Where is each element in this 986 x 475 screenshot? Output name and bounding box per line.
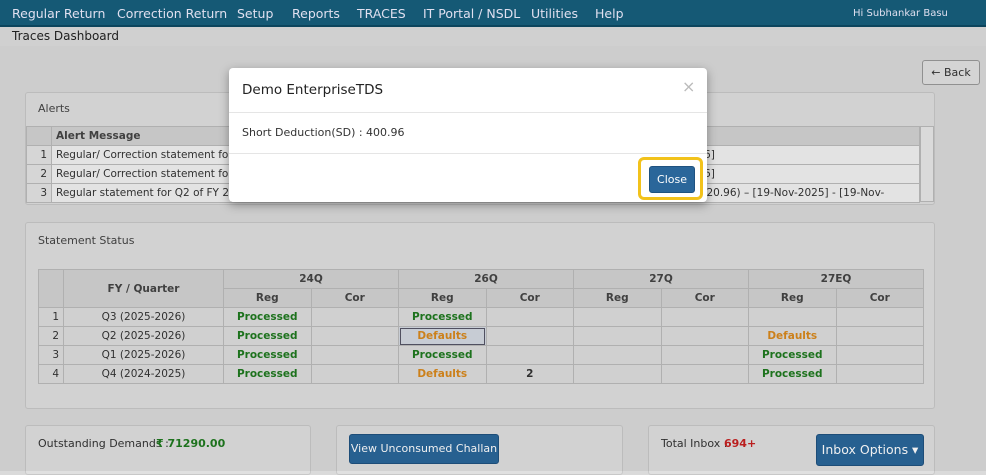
menu-item[interactable]: Utilities: [531, 6, 579, 21]
panel-title: Alerts: [38, 102, 70, 115]
status-cell[interactable]: Defaults: [398, 364, 487, 384]
menu-item[interactable]: Reports: [292, 6, 340, 21]
status-cell: [835, 345, 924, 365]
status-cell: [310, 307, 399, 327]
breadcrumb: Traces Dashboard: [0, 27, 986, 46]
status-cell: [310, 326, 399, 346]
alert-text: is (420.96) – [19-Nov-2025] - [19-Nov-: [678, 183, 921, 203]
fy-quarter: Q1 (2025-2026): [63, 345, 224, 365]
sub-header: Cor: [310, 288, 399, 308]
header-row: FY / Quarter 24Q 26Q 27Q 27EQ: [38, 269, 924, 308]
sub-header: Cor: [485, 288, 574, 308]
group-header: 27EQ: [748, 269, 924, 289]
inbox-count: 694+: [724, 437, 757, 450]
alert-text: Regular/ Correction statement for Q: [51, 164, 232, 184]
fy-quarter: Q3 (2025-2026): [63, 307, 224, 327]
sub-header: Reg: [748, 288, 837, 308]
header-cell: [26, 126, 52, 146]
inbox-options-button[interactable]: Inbox Options ▾: [816, 434, 924, 466]
group-header: 27Q: [573, 269, 749, 289]
status-cell[interactable]: Processed: [223, 307, 312, 327]
group-header: 26Q: [398, 269, 574, 289]
status-cell[interactable]: Processed: [223, 345, 312, 365]
status-cell: [835, 326, 924, 346]
status-cell[interactable]: Processed: [398, 345, 487, 365]
top-nav: Hi Subhankar Basu Regular Return Correcti…: [0, 0, 986, 27]
status-cell[interactable]: Defaults: [748, 326, 837, 346]
status-cell: [573, 307, 662, 327]
outstanding-box: Outstanding Demands : ₹ 71290.00: [25, 425, 311, 475]
status-cell: [573, 364, 662, 384]
row-index: 4: [38, 364, 64, 384]
status-row: 2 Q2 (2025-2026) Processed Defaults Defaults: [38, 326, 924, 346]
status-cell: [660, 307, 749, 327]
modal: Demo EnterpriseTDS × Short Deduction(SD)…: [229, 68, 707, 202]
menu-item[interactable]: Setup: [237, 6, 274, 21]
status-cell: [485, 307, 574, 327]
modal-body: Short Deduction(SD) : 400.96: [242, 126, 405, 139]
status-cell[interactable]: Processed: [398, 307, 487, 327]
status-cell: [310, 364, 399, 384]
sub-header: Cor: [835, 288, 924, 308]
status-cell[interactable]: Processed: [223, 364, 312, 384]
label: Outstanding Demands :: [38, 437, 169, 450]
challan-box: View Unconsumed Challan: [336, 425, 623, 475]
status-row: 1 Q3 (2025-2026) Processed Processed: [38, 307, 924, 327]
status-cell[interactable]: Processed: [748, 364, 837, 384]
menu-item[interactable]: Help: [595, 6, 624, 21]
status-cell: [660, 345, 749, 365]
status-cell: [835, 364, 924, 384]
header-row: Reg Cor Reg Cor Reg Cor Reg Cor: [39, 288, 924, 308]
statement-table: FY / Quarter 24Q 26Q 27Q 27EQ Reg Cor Reg Cor Reg…: [38, 269, 924, 384]
user-greeting: Hi Subhankar Basu: [853, 8, 948, 19]
status-cell: [660, 364, 749, 384]
alert-text: Regular statement for Q2 of FY 2025: [51, 183, 232, 203]
challan-button[interactable]: View Unconsumed Challan: [349, 434, 499, 464]
status-cell: [485, 326, 574, 346]
fy-quarter: Q4 (2024-2025): [63, 364, 224, 384]
fy-quarter: Q2 (2025-2026): [63, 326, 224, 346]
scrollbar[interactable]: [920, 126, 934, 202]
status-cell: [835, 307, 924, 327]
modal-close-icon[interactable]: ×: [682, 77, 696, 96]
menu-item[interactable]: Regular Return: [12, 6, 106, 21]
status-cell: [748, 307, 837, 327]
sub-header: Reg: [223, 288, 312, 308]
status-cell[interactable]: Processed: [748, 345, 837, 365]
modal-title: Demo EnterpriseTDS: [242, 82, 384, 98]
menu-item[interactable]: TRACES: [357, 6, 406, 21]
sub-header: Reg: [573, 288, 662, 308]
sub-header: Reg: [398, 288, 487, 308]
alert-text: 2026]: [678, 145, 921, 165]
panel-title: Statement Status: [38, 234, 135, 247]
status-row: 4 Q4 (2024-2025) Processed Defaults 2 Process…: [38, 364, 924, 384]
label: Total Inbox :: [661, 437, 728, 450]
amount: ₹ 71290.00: [156, 437, 226, 450]
status-cell[interactable]: 2: [485, 364, 574, 384]
row-index: 3: [26, 183, 52, 203]
menu-item[interactable]: IT Portal / NSDL: [423, 6, 521, 21]
back-button[interactable]: ← Back: [922, 60, 980, 85]
alert-text: Regular/ Correction statement for Q: [51, 145, 232, 165]
header-cell: FY / Quarter: [63, 269, 224, 308]
statement-panel: Statement Status FY / Quarter 24Q 26Q 27Q 27…: [25, 222, 935, 409]
modal-close-button[interactable]: Close: [649, 166, 695, 193]
row-index: 2: [38, 326, 64, 346]
menu-item[interactable]: Correction Return: [117, 6, 228, 21]
inbox-box: Total Inbox : 694+ Inbox Options ▾: [648, 425, 935, 475]
status-cell: [485, 345, 574, 365]
status-cell[interactable]: Defaults: [398, 326, 487, 346]
